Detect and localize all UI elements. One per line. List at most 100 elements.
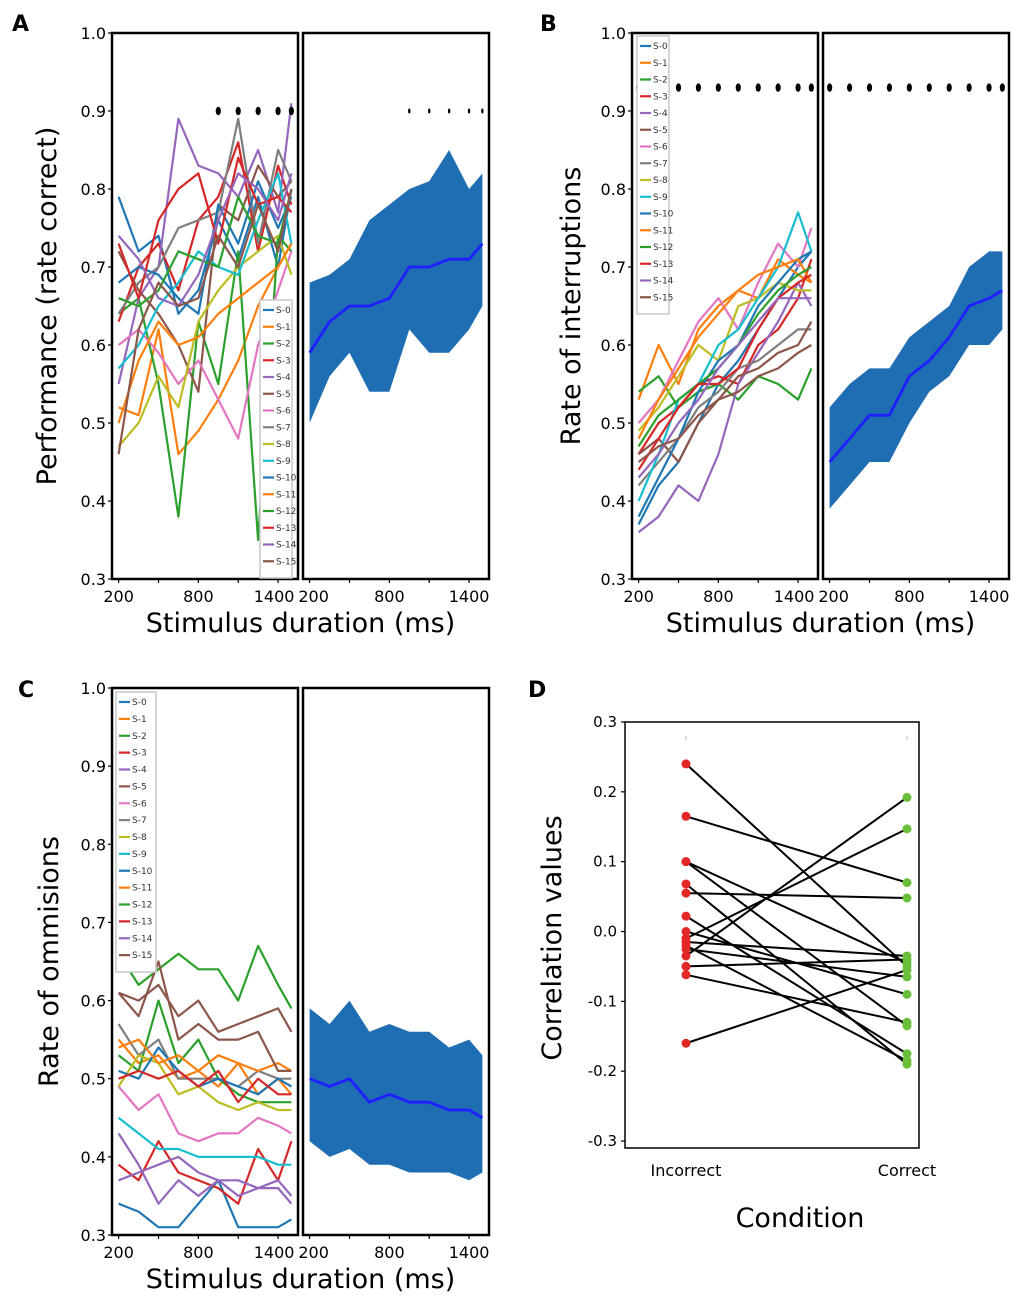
y-tick-label: 0.0 — [593, 923, 617, 941]
significance-dot — [946, 83, 952, 92]
significance-dot — [846, 83, 853, 92]
incorrect-point — [681, 759, 691, 769]
confidence-band — [829, 251, 1003, 509]
panel-d: D -0.3 -0.2 -0.1 0.0 0.1 0.2 0.3 Incorrect Correc… — [528, 678, 936, 1234]
pair-line — [685, 940, 908, 957]
subject-line-S-14 — [118, 1155, 293, 1197]
significance-dot — [481, 108, 484, 114]
incorrect-point — [681, 1038, 691, 1048]
y-tick-label: 1.0 — [601, 24, 626, 43]
significance-dot — [986, 83, 992, 92]
y-tick-label: 0.7 — [81, 258, 106, 277]
x-axis-label: Stimulus duration (ms) — [146, 608, 456, 639]
legend-label: S-7 — [276, 423, 291, 433]
legend-label: S-12 — [653, 243, 673, 253]
incorrect-point — [681, 811, 691, 821]
y-axis-label: Correlation values — [537, 815, 568, 1060]
x-tick-label: 800 — [183, 587, 214, 606]
mean-line — [308, 242, 484, 354]
significance-dot — [906, 83, 912, 92]
significance-dot — [275, 106, 281, 116]
confidence-band — [309, 1000, 483, 1181]
significance-dot — [755, 83, 761, 92]
y-tick-label: 0.8 — [601, 180, 626, 199]
legend-label: S-1 — [132, 715, 147, 725]
legend-label: S-6 — [653, 143, 668, 153]
subject-line-S-5 — [117, 164, 293, 393]
legend-label: S-12 — [132, 901, 152, 911]
correct-point — [902, 989, 912, 999]
pair-line — [685, 827, 908, 940]
subject-line-S-9 — [117, 1116, 292, 1166]
y-tick-label: 1.0 — [81, 24, 106, 43]
plot-frame — [624, 721, 920, 1149]
mean-line — [828, 289, 1004, 463]
subject-line-S-6 — [117, 1085, 292, 1143]
correct-point — [902, 792, 912, 802]
incorrect-point — [681, 888, 691, 898]
subject-line-S-1 — [118, 243, 293, 456]
significance-dot — [408, 108, 411, 114]
legend-label: S-8 — [276, 440, 291, 450]
y-axis-label: Rate of interruptions — [556, 167, 587, 446]
subject-line-S-3 — [117, 1140, 293, 1205]
correct-point — [902, 1056, 912, 1066]
legend-label: S-14 — [276, 541, 297, 551]
mean-plot-frame — [821, 31, 1011, 581]
correct-point — [902, 972, 912, 982]
legend-label: S-14 — [653, 277, 674, 287]
legend-label: S-13 — [653, 260, 673, 270]
legend-label: S-1 — [653, 59, 668, 69]
x-tick-label: 1400 — [449, 587, 490, 606]
legend-label: S-9 — [132, 850, 147, 860]
y-tick-label: -0.3 — [588, 1132, 617, 1150]
legend-label: S-11 — [653, 226, 673, 236]
incorrect-point — [681, 951, 691, 961]
legend-label: S-12 — [276, 507, 296, 517]
significance-dot — [255, 106, 261, 116]
x-tick-label: 200 — [623, 587, 654, 606]
legend-label: S-8 — [653, 176, 668, 186]
x-tick-label: 200 — [103, 1243, 134, 1262]
pair-line — [685, 860, 908, 964]
pair-line — [685, 892, 908, 899]
y-tick-label: 0.7 — [601, 258, 626, 277]
legend-label: S-5 — [132, 782, 147, 792]
x-tick-label: 800 — [374, 1243, 405, 1262]
mean-plot-frame — [301, 31, 491, 581]
legend-label: S-9 — [653, 193, 668, 203]
legend-label: S-5 — [276, 390, 291, 400]
subject-line-S-4 — [117, 1132, 293, 1205]
significance-dot — [966, 83, 972, 92]
incorrect-point — [681, 970, 691, 980]
x-tick-label: 200 — [298, 1243, 329, 1262]
pair-line — [685, 763, 908, 968]
x-tick-label: 1400 — [254, 587, 295, 606]
subject-line-S-8 — [637, 281, 812, 432]
category-label: Incorrect — [651, 1161, 722, 1180]
subject-line-S-13 — [637, 273, 812, 471]
legend-label: S-7 — [653, 159, 668, 169]
legend-label: S-10 — [276, 474, 297, 484]
subject-line-S-15 — [117, 188, 293, 455]
subject-line-S-2 — [117, 999, 292, 1104]
significance-dot — [288, 106, 294, 116]
y-tick-label: 0.1 — [593, 853, 617, 871]
x-tick-label: 200 — [818, 587, 849, 606]
correct-point — [902, 878, 912, 888]
legend-label: S-5 — [653, 126, 668, 136]
pair-line — [685, 796, 908, 957]
legend-label: S-15 — [653, 293, 673, 303]
y-tick-label: 0.6 — [601, 336, 626, 355]
significance-dot — [735, 83, 741, 92]
y-tick-label: 0.3 — [593, 713, 617, 731]
correct-point — [902, 824, 912, 834]
legend-label: S-2 — [653, 76, 668, 86]
subject-line-S-1 — [637, 258, 812, 400]
significance-dot — [715, 83, 721, 92]
significance-dot — [886, 83, 893, 92]
legend-label: S-14 — [132, 934, 153, 944]
legend-label: S-4 — [276, 373, 291, 383]
pair-line — [685, 915, 908, 1055]
